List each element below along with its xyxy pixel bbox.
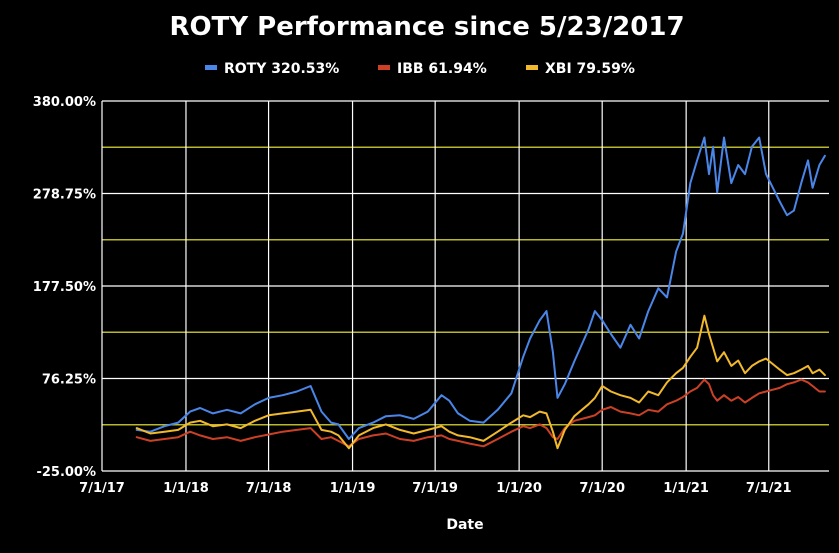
series-line-2 [135, 314, 826, 450]
major-gridlines [101, 100, 829, 472]
x-tick-label: 7/1/19 [412, 481, 458, 496]
legend-label: XBI 79.59% [545, 61, 635, 77]
x-tick-label: 1/1/18 [163, 481, 209, 496]
legend-label: IBB 61.94% [397, 61, 487, 77]
y-tick-label: 177.50% [33, 280, 96, 295]
y-axis-ticks: -25.00% 76.25% 177.50% 278.75% 380.00% [33, 95, 96, 480]
chart-legend: ROTY 320.53% IBB 61.94% XBI 79.59% [205, 61, 635, 77]
x-axis-label: Date [446, 517, 483, 533]
legend-label: ROTY 320.53% [224, 61, 339, 77]
x-tick-label: 1/1/19 [330, 481, 376, 496]
x-tick-label: 7/1/17 [79, 481, 125, 496]
x-tick-label: 1/1/21 [663, 481, 709, 496]
x-tick-label: 1/1/20 [496, 481, 542, 496]
series-lines [135, 136, 826, 450]
series-line-0 [135, 136, 826, 440]
series-line-1 [135, 378, 826, 448]
x-tick-label: 7/1/21 [746, 481, 792, 496]
y-tick-label: -25.00% [36, 465, 96, 480]
x-tick-label: 7/1/18 [246, 481, 292, 496]
y-tick-label: 278.75% [33, 188, 96, 203]
legend-swatch [378, 65, 390, 70]
chart-title: ROTY Performance since 5/23/2017 [169, 12, 684, 42]
y-tick-label: 380.00% [33, 95, 96, 110]
legend-swatch [205, 65, 217, 70]
y-tick-label: 76.25% [42, 373, 96, 388]
x-tick-label: 7/1/20 [579, 481, 625, 496]
x-axis-ticks: 7/1/17 1/1/18 7/1/18 1/1/19 7/1/19 1/1/20 7/1/… [79, 481, 791, 496]
legend-swatch [526, 65, 538, 70]
